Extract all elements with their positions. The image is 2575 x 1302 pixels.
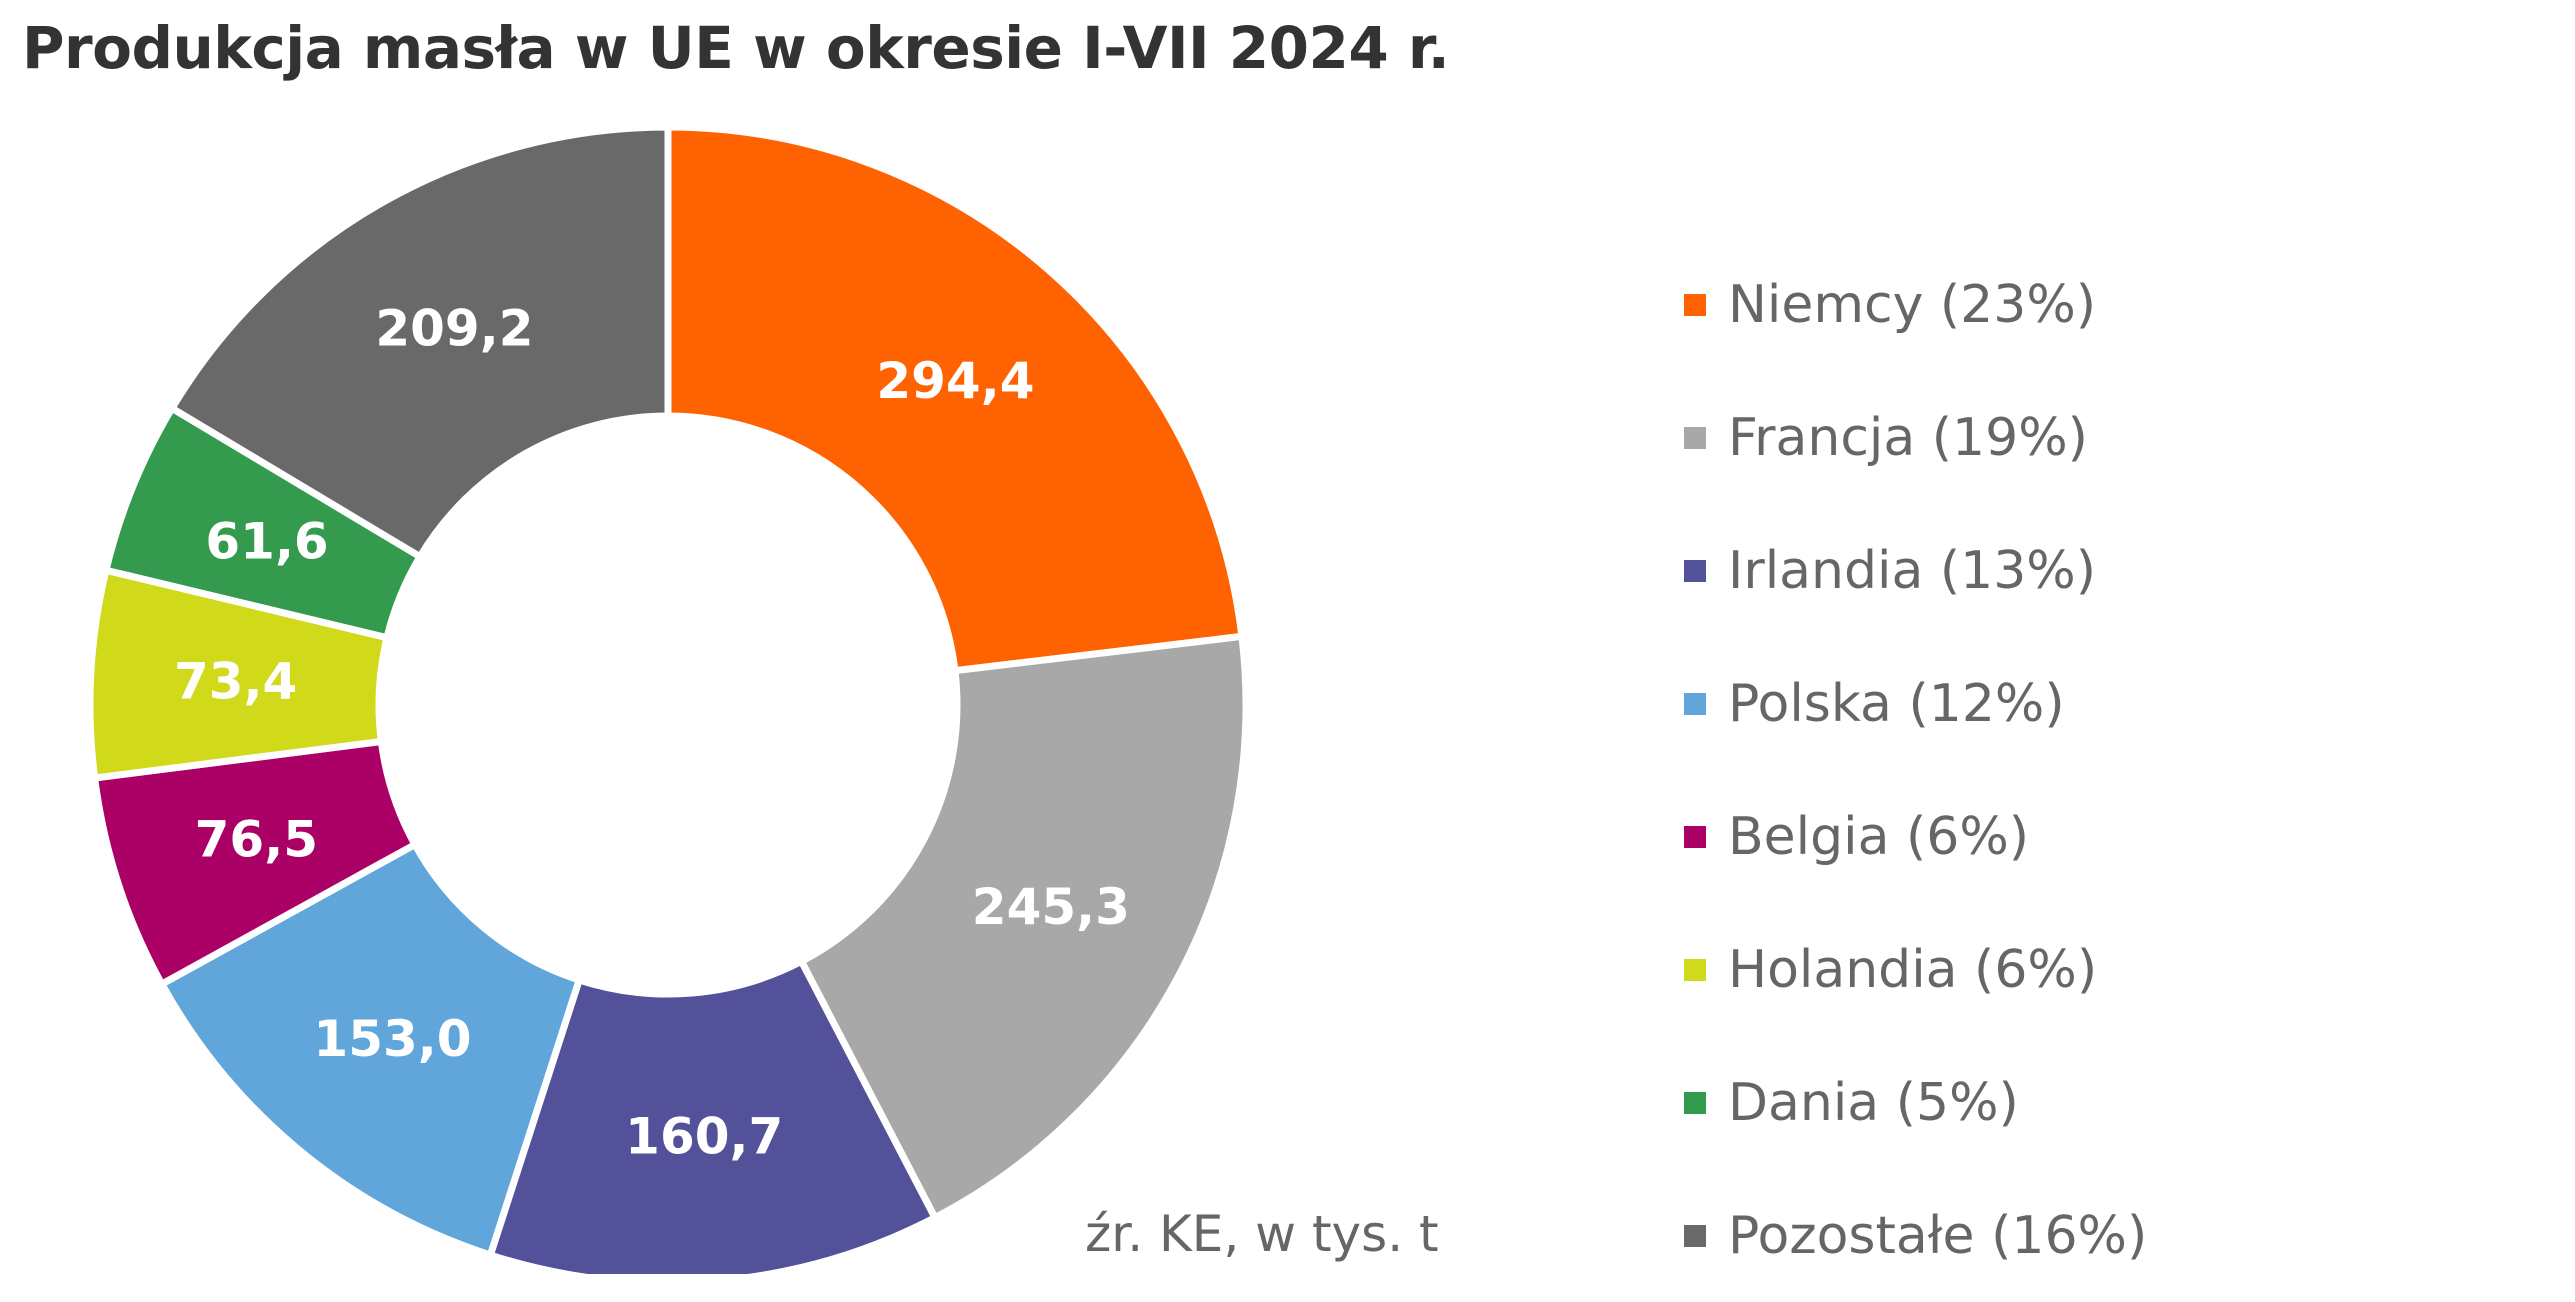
slice-pozostale — [167, 123, 672, 562]
slice-niemcy — [664, 123, 1246, 675]
donut-chart: 294,4 245,3 160,7 153,0 76,5 73,4 61,6 209,2 — [86, 123, 1250, 1274]
legend-label: Dania (5%) — [1728, 1072, 2019, 1133]
donut-slices — [86, 123, 1250, 1274]
legend-swatch — [1684, 559, 1706, 582]
legend-item-dania: Dania (5%) — [1684, 1036, 2147, 1169]
legend-swatch — [1684, 1224, 1706, 1247]
legend-label: Pozostałe (16%) — [1728, 1205, 2148, 1266]
legend-item-niemcy: Niemcy (23%) — [1684, 238, 2147, 371]
slice-polska — [157, 839, 584, 1260]
legend-item-belgia: Belgia (6%) — [1684, 770, 2147, 903]
legend-label: Polska (12%) — [1728, 673, 2065, 734]
value-label-belgia: 76,5 — [195, 810, 318, 868]
legend-swatch — [1684, 692, 1706, 715]
legend-label: Irlandia (13%) — [1728, 540, 2096, 601]
legend-swatch — [1684, 426, 1706, 449]
legend-swatch — [1684, 1091, 1706, 1114]
legend-item-polska: Polska (12%) — [1684, 637, 2147, 770]
value-label-polska: 153,0 — [313, 1010, 471, 1068]
value-label-francja: 245,3 — [972, 878, 1130, 936]
legend-label: Niemcy (23%) — [1728, 274, 2097, 335]
legend-item-pozostale: Pozostałe (16%) — [1684, 1169, 2147, 1302]
legend-swatch — [1684, 293, 1706, 316]
source-note: źr. KE, w tys. t — [1085, 1205, 1439, 1263]
legend-item-francja: Francja (19%) — [1684, 371, 2147, 504]
legend-label: Francja (19%) — [1728, 407, 2088, 468]
value-label-irlandia: 160,7 — [625, 1107, 783, 1165]
value-label-dania: 61,6 — [205, 512, 328, 570]
value-label-holandia: 73,4 — [174, 652, 297, 710]
legend-label: Holandia (6%) — [1728, 939, 2098, 1000]
chart-legend: Niemcy (23%) Francja (19%) Irlandia (13%) P… — [1684, 238, 2147, 1302]
slice-francja — [796, 632, 1250, 1223]
legend-item-irlandia: Irlandia (13%) — [1684, 504, 2147, 637]
legend-swatch — [1684, 958, 1706, 981]
value-label-niemcy: 294,4 — [876, 352, 1034, 410]
value-label-pozostale: 209,2 — [375, 299, 533, 357]
slice-irlandia — [485, 956, 940, 1274]
legend-swatch — [1684, 825, 1706, 848]
legend-label: Belgia (6%) — [1728, 806, 2030, 867]
chart-title: Produkcja masła w UE w okresie I-VII 202… — [22, 14, 1450, 82]
donut-value-labels: 294,4 245,3 160,7 153,0 76,5 73,4 61,6 209,2 — [174, 299, 1130, 1165]
legend-item-holandia: Holandia (6%) — [1684, 903, 2147, 1036]
